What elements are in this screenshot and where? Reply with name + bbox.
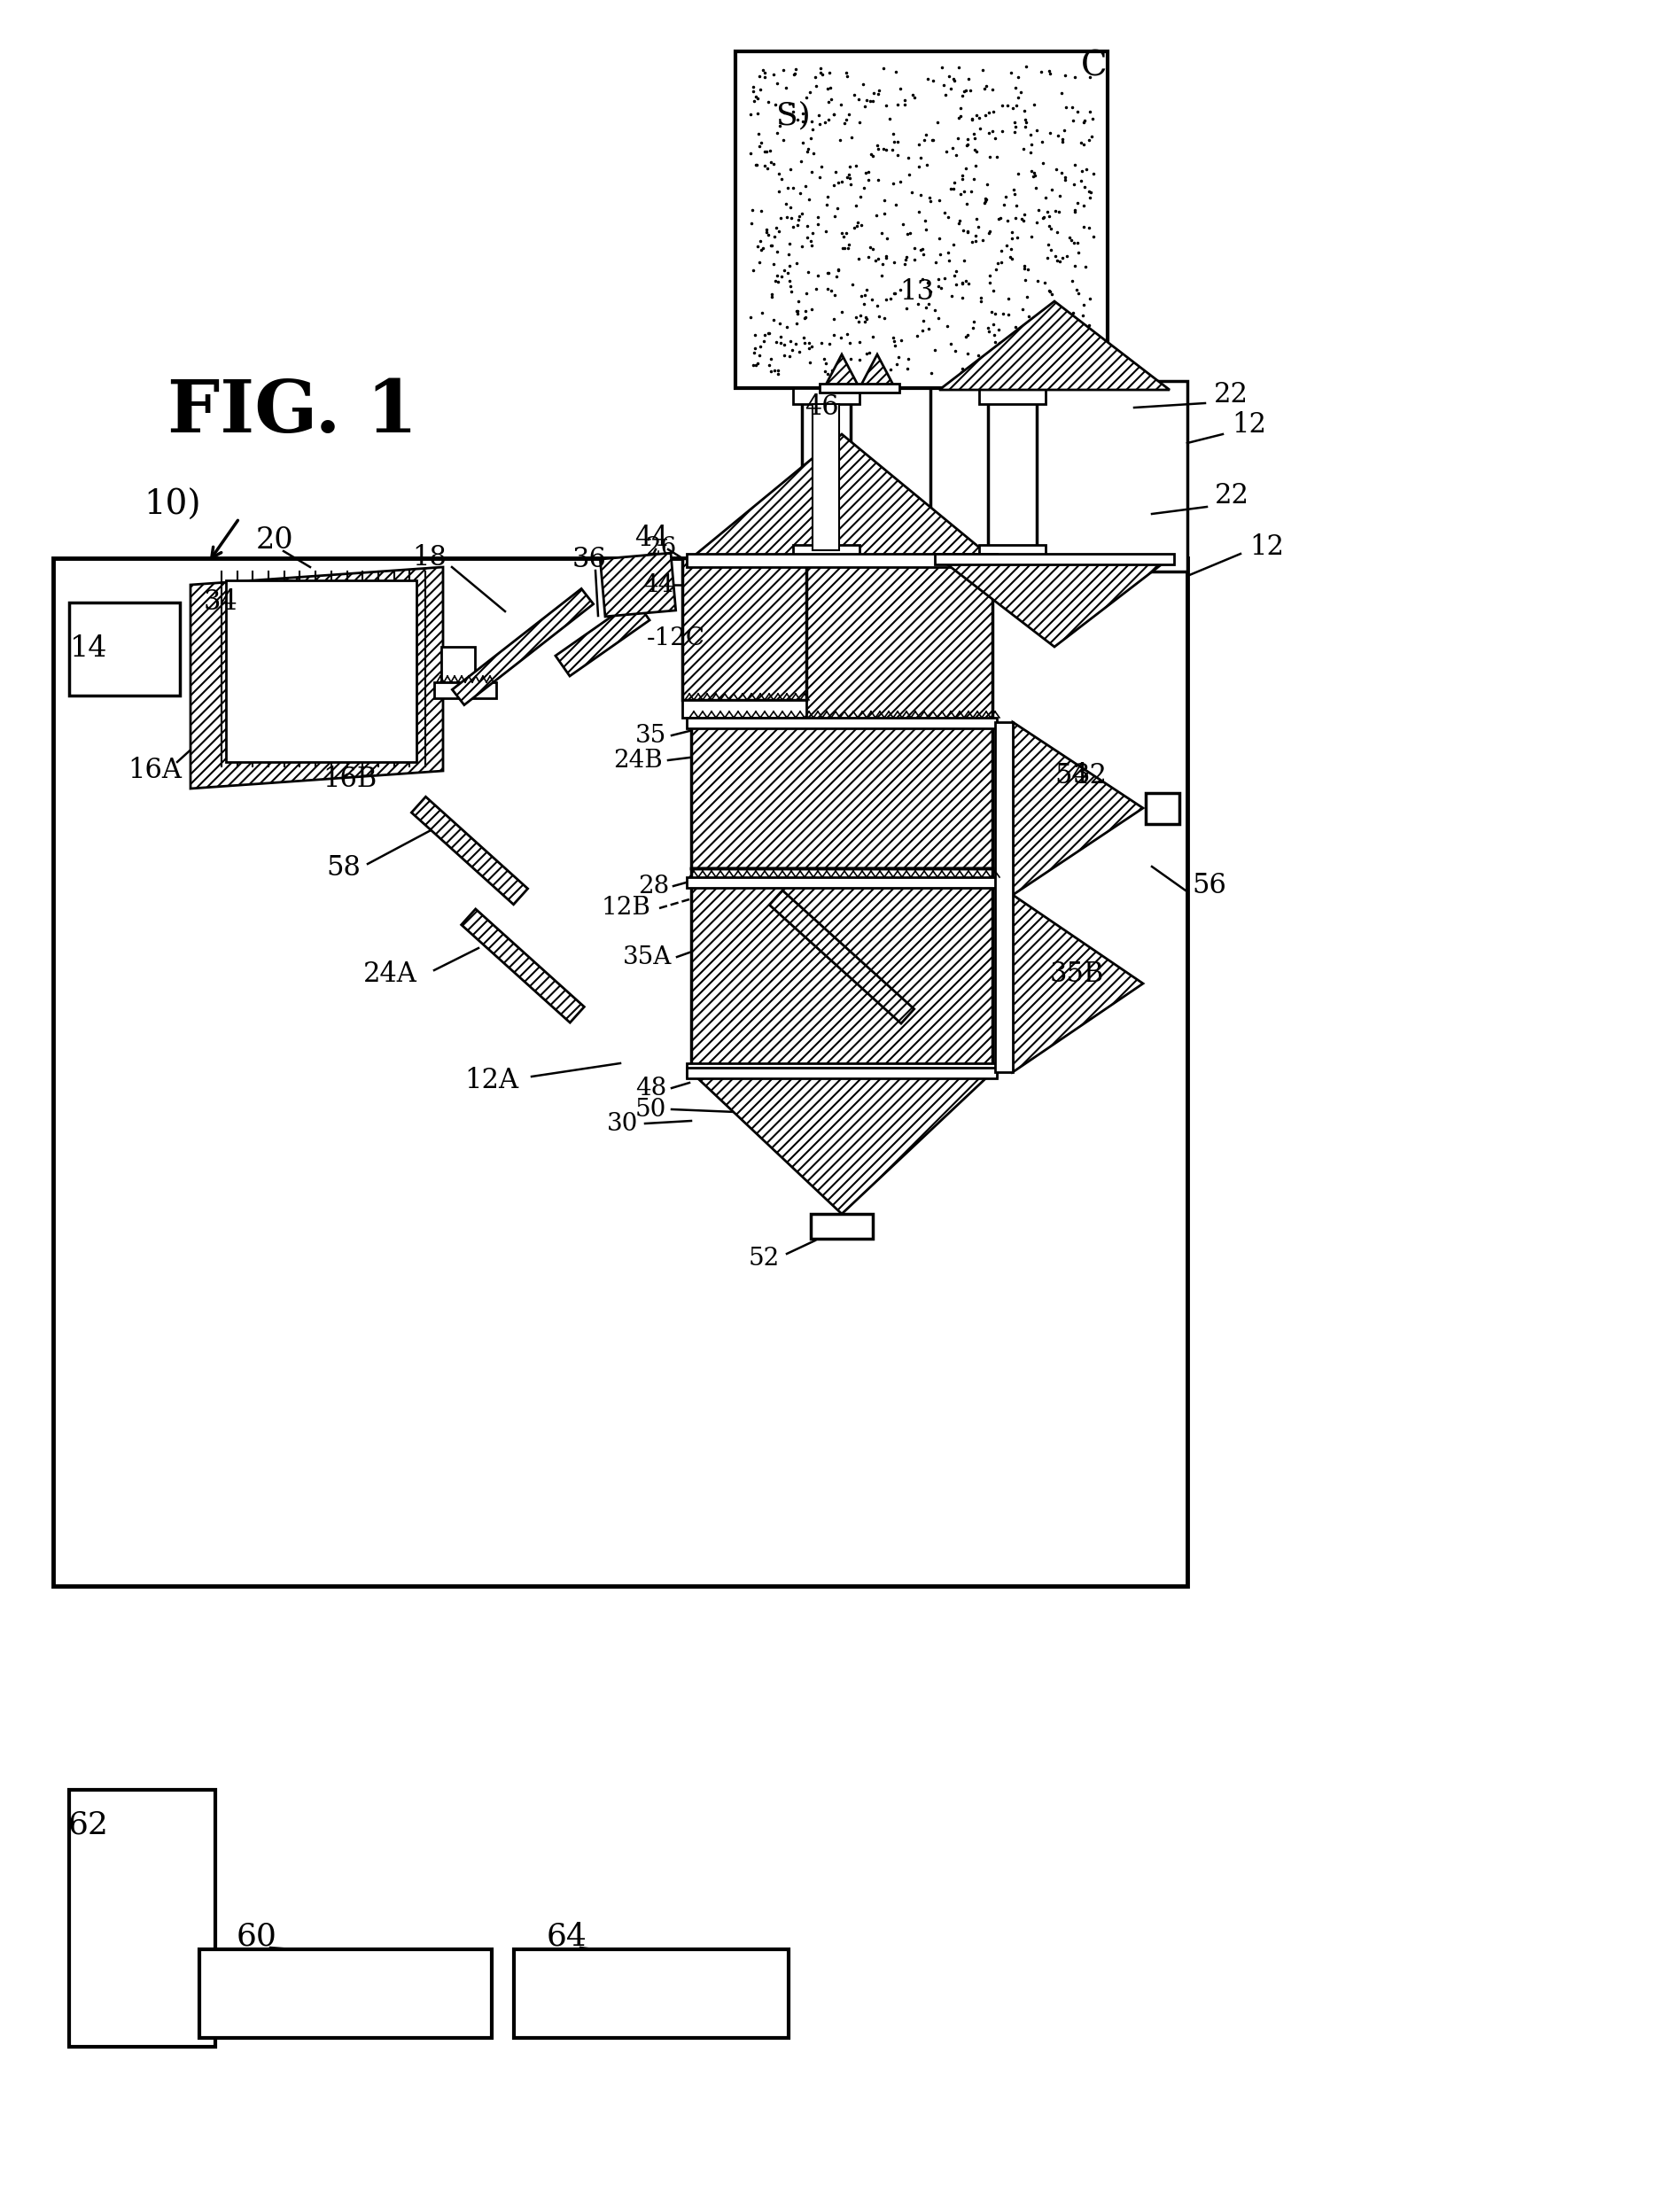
Text: 26: 26	[645, 535, 677, 559]
Bar	[1146, 793, 1179, 824]
Bar	[687, 553, 996, 568]
Bar	[690, 881, 993, 1073]
Bar	[813, 404, 838, 551]
Bar	[687, 1064, 996, 1077]
Text: 48: 48	[635, 1075, 667, 1099]
Bar	[736, 52, 1107, 389]
Text: 34: 34	[203, 588, 239, 616]
Text: C: C	[1080, 50, 1107, 83]
Bar	[690, 557, 993, 721]
Bar	[995, 721, 1013, 1073]
Text: 62: 62	[69, 1809, 109, 1840]
Text: 16A: 16A	[128, 758, 181, 784]
Text: 10): 10)	[144, 489, 202, 522]
Text: FIG. 1: FIG. 1	[168, 376, 418, 448]
Text: 22: 22	[1215, 380, 1248, 409]
Bar	[979, 544, 1045, 562]
Polygon shape	[825, 354, 860, 389]
Bar	[200, 1949, 492, 2039]
Text: 64: 64	[546, 1921, 588, 1951]
Bar	[682, 557, 806, 699]
Polygon shape	[1013, 721, 1142, 896]
Bar	[811, 1215, 874, 1239]
Polygon shape	[939, 302, 1169, 389]
Text: 28: 28	[638, 874, 669, 898]
Text: 30: 30	[606, 1112, 638, 1136]
Text: S): S)	[776, 101, 810, 131]
Bar	[69, 603, 180, 695]
Polygon shape	[412, 798, 528, 905]
Polygon shape	[769, 891, 914, 1023]
Polygon shape	[190, 568, 444, 789]
Text: 12: 12	[1231, 411, 1267, 439]
Bar	[682, 699, 806, 717]
Bar	[988, 389, 1037, 562]
Polygon shape	[1013, 896, 1142, 1073]
Text: 35B: 35B	[1050, 961, 1104, 988]
Bar	[931, 380, 1188, 572]
Polygon shape	[600, 553, 675, 616]
Text: 18: 18	[413, 544, 447, 572]
Text: 58: 58	[326, 854, 361, 883]
Bar	[69, 1790, 215, 2047]
Text: 35: 35	[635, 723, 667, 747]
Bar	[801, 389, 850, 562]
Text: 52: 52	[749, 1245, 780, 1269]
Text: 54: 54	[1055, 763, 1089, 789]
Text: 12: 12	[1250, 533, 1285, 562]
Text: 56: 56	[1193, 872, 1226, 900]
Bar	[793, 389, 860, 404]
Bar	[793, 544, 860, 562]
Bar	[225, 581, 417, 763]
Text: -12C: -12C	[647, 625, 706, 649]
Bar	[690, 721, 993, 867]
Polygon shape	[860, 354, 895, 389]
Polygon shape	[690, 1073, 993, 1215]
Text: 14: 14	[71, 634, 108, 662]
Text: 24B: 24B	[613, 747, 664, 771]
Polygon shape	[462, 909, 585, 1023]
Text: 16B: 16B	[323, 767, 376, 793]
Text: 12B: 12B	[601, 896, 650, 920]
Polygon shape	[939, 557, 1169, 647]
Text: 12A: 12A	[465, 1066, 519, 1095]
Text: 36: 36	[571, 546, 606, 575]
Bar	[442, 647, 475, 682]
Text: 44: 44	[635, 524, 669, 553]
Text: 60: 60	[237, 1921, 277, 1951]
Bar	[934, 553, 1174, 564]
Bar	[687, 717, 996, 728]
Bar	[979, 389, 1045, 404]
Polygon shape	[452, 588, 593, 706]
Bar	[690, 867, 993, 881]
Bar	[514, 1949, 788, 2039]
Text: 22: 22	[1215, 483, 1248, 509]
Text: 35A: 35A	[623, 944, 672, 968]
Bar	[687, 876, 996, 887]
Text: 24A: 24A	[363, 961, 417, 988]
Text: 13: 13	[899, 280, 934, 306]
Text: 46: 46	[805, 393, 838, 422]
Polygon shape	[556, 601, 650, 675]
Polygon shape	[690, 435, 993, 557]
Text: 20: 20	[255, 527, 294, 555]
Bar	[820, 385, 899, 393]
Text: 50: 50	[635, 1097, 667, 1121]
Bar	[687, 1068, 996, 1079]
Text: 44: 44	[642, 572, 674, 597]
Text: 32: 32	[1072, 763, 1107, 789]
Bar	[54, 557, 1188, 1586]
Bar	[433, 682, 496, 699]
